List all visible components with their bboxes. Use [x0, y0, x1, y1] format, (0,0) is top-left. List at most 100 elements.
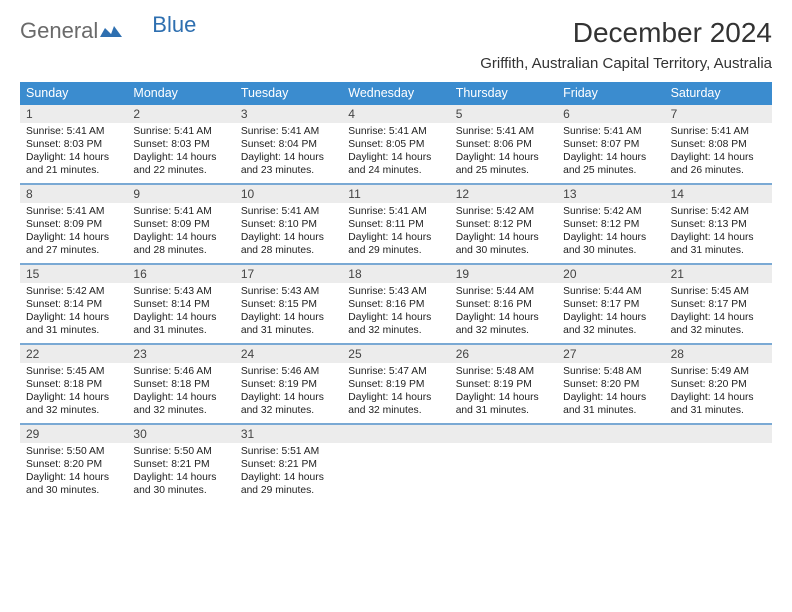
day-details	[557, 445, 664, 458]
calendar: SundayMondayTuesdayWednesdayThursdayFrid…	[20, 82, 772, 503]
day-number	[665, 425, 772, 443]
day-details: Sunrise: 5:44 AMSunset: 8:17 PMDaylight:…	[557, 285, 664, 338]
day-number: 30	[127, 425, 234, 443]
day-number: 7	[665, 105, 772, 123]
day-number	[557, 425, 664, 443]
day-number: 27	[557, 345, 664, 363]
calendar-cell: 15 Sunrise: 5:42 AMSunset: 8:14 PMDayligh…	[20, 265, 127, 343]
logo-text-2: Blue	[152, 12, 196, 38]
day-details: Sunrise: 5:41 AMSunset: 8:06 PMDaylight:…	[450, 125, 557, 178]
weekday-header: Tuesday	[235, 82, 342, 105]
day-number: 19	[450, 265, 557, 283]
calendar-cell	[342, 425, 449, 503]
day-details	[342, 445, 449, 458]
day-details: Sunrise: 5:43 AMSunset: 8:16 PMDaylight:…	[342, 285, 449, 338]
calendar-cell: 12Sunrise: 5:42 AMSunset: 8:12 PMDayligh…	[450, 185, 557, 263]
weekday-header: Thursday	[450, 82, 557, 105]
day-number: 28	[665, 345, 772, 363]
calendar-weeks: 1Sunrise: 5:41 AMSunset: 8:03 PMDaylight…	[20, 105, 772, 503]
day-details: Sunrise: 5:42 AMSunset: 8:12 PMDaylight:…	[557, 205, 664, 258]
day-number: 23	[127, 345, 234, 363]
day-details: Sunrise: 5:42 AMSunset: 8:12 PMDaylight:…	[450, 205, 557, 258]
day-number	[342, 425, 449, 443]
calendar-cell: 3 Sunrise: 5:41 AMSunset: 8:04 PMDaylight…	[235, 105, 342, 183]
day-number: 6	[557, 105, 664, 123]
calendar-cell: 26 Sunrise: 5:48 AMSunset: 8:19 PMDayligh…	[450, 345, 557, 423]
weekday-header: Saturday	[665, 82, 772, 105]
calendar-cell: 27 Sunrise: 5:48 AMSunset: 8:20 PMDayligh…	[557, 345, 664, 423]
day-details: Sunrise: 5:48 AMSunset: 8:19 PMDaylight:…	[450, 365, 557, 418]
calendar-cell: 1Sunrise: 5:41 AMSunset: 8:03 PMDaylight…	[20, 105, 127, 183]
calendar-cell	[557, 425, 664, 503]
calendar-week: 8Sunrise: 5:41 AMSunset: 8:09 PMDaylight…	[20, 185, 772, 265]
day-details: Sunrise: 5:43 AMSunset: 8:15 PMDaylight:…	[235, 285, 342, 338]
calendar-cell: 29 Sunrise: 5:50 AMSunset: 8:20 PMDayligh…	[20, 425, 127, 503]
logo-text-1: General	[20, 18, 98, 44]
day-details: Sunrise: 5:42 AMSunset: 8:13 PMDaylight:…	[665, 205, 772, 258]
day-number: 16	[127, 265, 234, 283]
day-number: 2	[127, 105, 234, 123]
calendar-cell: 4Sunrise: 5:41 AMSunset: 8:05 PMDaylight…	[342, 105, 449, 183]
day-number: 15	[20, 265, 127, 283]
day-number: 20	[557, 265, 664, 283]
calendar-week: 22 Sunrise: 5:45 AMSunset: 8:18 PMDayligh…	[20, 345, 772, 425]
day-details: Sunrise: 5:50 AMSunset: 8:21 PMDaylight:…	[127, 445, 234, 498]
day-number: 10	[235, 185, 342, 203]
calendar-week: 15 Sunrise: 5:42 AMSunset: 8:14 PMDayligh…	[20, 265, 772, 345]
day-details: Sunrise: 5:46 AMSunset: 8:19 PMDaylight:…	[235, 365, 342, 418]
day-details: Sunrise: 5:41 AMSunset: 8:10 PMDaylight:…	[235, 205, 342, 258]
calendar-cell: 23 Sunrise: 5:46 AMSunset: 8:18 PMDayligh…	[127, 345, 234, 423]
day-number: 26	[450, 345, 557, 363]
day-number: 29	[20, 425, 127, 443]
weekday-header: Friday	[557, 82, 664, 105]
calendar-cell	[665, 425, 772, 503]
day-number: 1	[20, 105, 127, 123]
day-number: 3	[235, 105, 342, 123]
day-number: 14	[665, 185, 772, 203]
page-subtitle: Griffith, Australian Capital Territory, …	[480, 55, 772, 72]
calendar-cell: 5Sunrise: 5:41 AMSunset: 8:06 PMDaylight…	[450, 105, 557, 183]
day-number: 21	[665, 265, 772, 283]
weekday-header-row: SundayMondayTuesdayWednesdayThursdayFrid…	[20, 82, 772, 105]
weekday-header: Wednesday	[342, 82, 449, 105]
calendar-cell: 20 Sunrise: 5:44 AMSunset: 8:17 PMDayligh…	[557, 265, 664, 343]
day-number	[450, 425, 557, 443]
calendar-cell: 17 Sunrise: 5:43 AMSunset: 8:15 PMDayligh…	[235, 265, 342, 343]
day-details	[450, 445, 557, 458]
logo: General Blue	[20, 18, 196, 44]
day-number: 17	[235, 265, 342, 283]
day-number: 18	[342, 265, 449, 283]
day-number: 22	[20, 345, 127, 363]
calendar-cell: 16Sunrise: 5:43 AMSunset: 8:14 PMDayligh…	[127, 265, 234, 343]
calendar-cell: 22 Sunrise: 5:45 AMSunset: 8:18 PMDayligh…	[20, 345, 127, 423]
day-details: Sunrise: 5:41 AMSunset: 8:09 PMDaylight:…	[20, 205, 127, 258]
calendar-cell: 9 Sunrise: 5:41 AMSunset: 8:09 PMDaylight…	[127, 185, 234, 263]
day-details: Sunrise: 5:41 AMSunset: 8:03 PMDaylight:…	[127, 125, 234, 178]
day-details: Sunrise: 5:41 AMSunset: 8:07 PMDaylight:…	[557, 125, 664, 178]
day-number: 8	[20, 185, 127, 203]
day-number: 24	[235, 345, 342, 363]
day-details: Sunrise: 5:50 AMSunset: 8:20 PMDaylight:…	[20, 445, 127, 498]
weekday-header: Monday	[127, 82, 234, 105]
calendar-cell: 21 Sunrise: 5:45 AMSunset: 8:17 PMDayligh…	[665, 265, 772, 343]
day-details: Sunrise: 5:45 AMSunset: 8:17 PMDaylight:…	[665, 285, 772, 338]
calendar-week: 29 Sunrise: 5:50 AMSunset: 8:20 PMDayligh…	[20, 425, 772, 503]
day-details: Sunrise: 5:44 AMSunset: 8:16 PMDaylight:…	[450, 285, 557, 338]
day-details: Sunrise: 5:41 AMSunset: 8:09 PMDaylight:…	[127, 205, 234, 258]
day-details: Sunrise: 5:45 AMSunset: 8:18 PMDaylight:…	[20, 365, 127, 418]
calendar-cell: 24 Sunrise: 5:46 AMSunset: 8:19 PMDayligh…	[235, 345, 342, 423]
day-details: Sunrise: 5:46 AMSunset: 8:18 PMDaylight:…	[127, 365, 234, 418]
day-number: 9	[127, 185, 234, 203]
calendar-cell: 13 Sunrise: 5:42 AMSunset: 8:12 PMDayligh…	[557, 185, 664, 263]
day-details: Sunrise: 5:41 AMSunset: 8:04 PMDaylight:…	[235, 125, 342, 178]
day-details: Sunrise: 5:42 AMSunset: 8:14 PMDaylight:…	[20, 285, 127, 338]
calendar-cell: 19 Sunrise: 5:44 AMSunset: 8:16 PMDayligh…	[450, 265, 557, 343]
day-number: 31	[235, 425, 342, 443]
day-details: Sunrise: 5:41 AMSunset: 8:05 PMDaylight:…	[342, 125, 449, 178]
day-number: 13	[557, 185, 664, 203]
day-details: Sunrise: 5:48 AMSunset: 8:20 PMDaylight:…	[557, 365, 664, 418]
day-number: 25	[342, 345, 449, 363]
calendar-cell: 11Sunrise: 5:41 AMSunset: 8:11 PMDayligh…	[342, 185, 449, 263]
weekday-header: Sunday	[20, 82, 127, 105]
calendar-cell: 6 Sunrise: 5:41 AMSunset: 8:07 PMDaylight…	[557, 105, 664, 183]
